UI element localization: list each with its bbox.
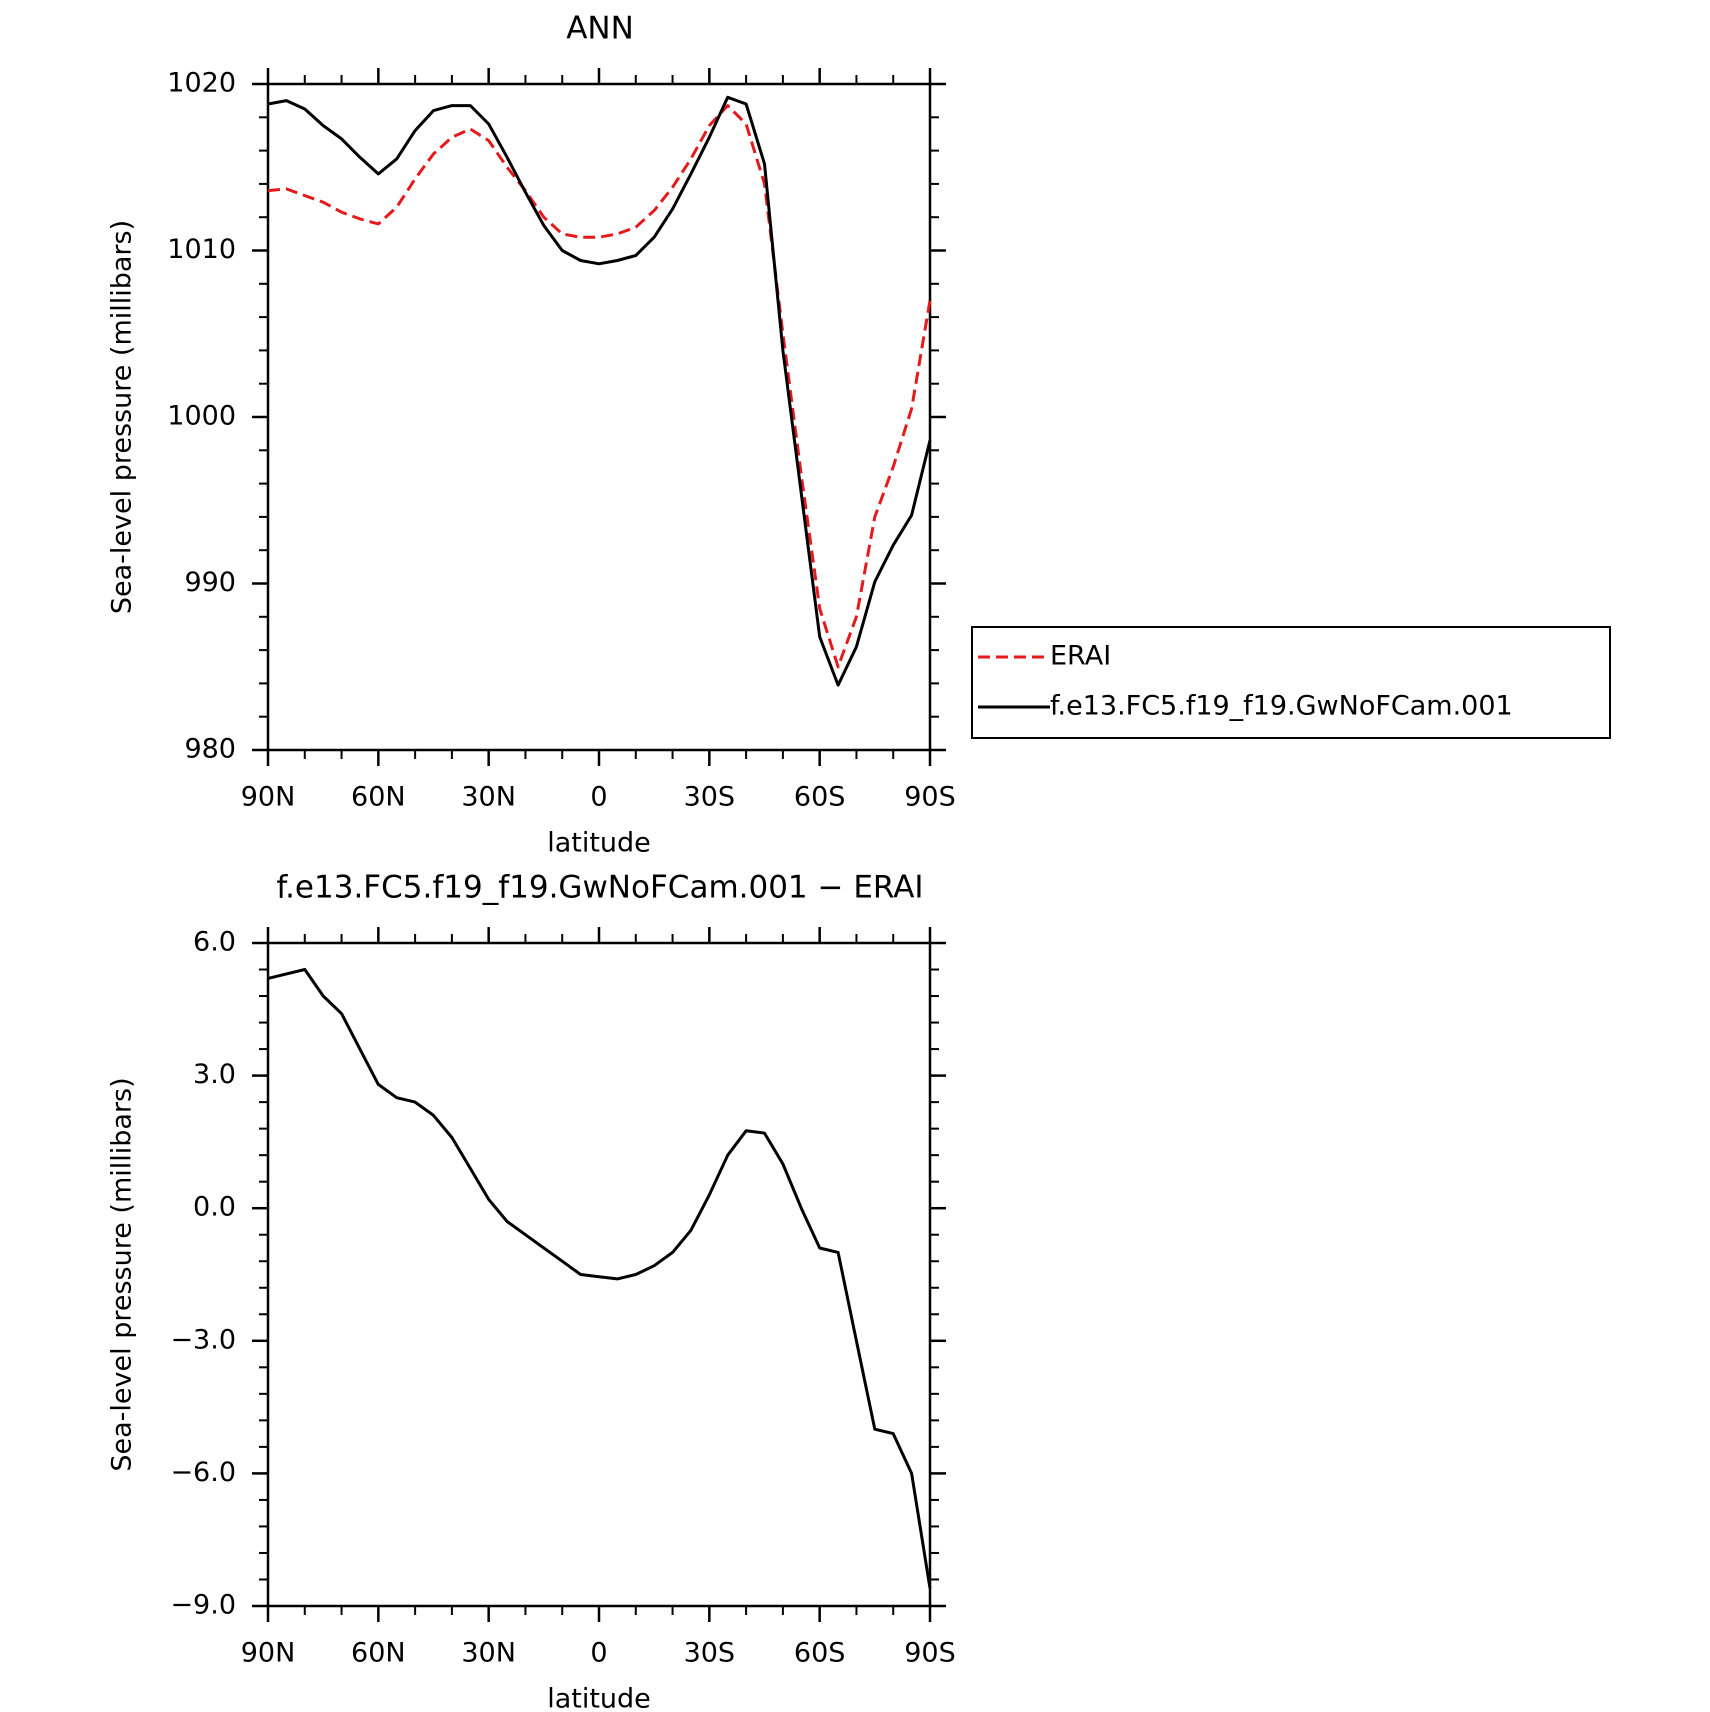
x-tick-label: 30N: [461, 1638, 516, 1669]
x-tick-label: 90N: [241, 782, 296, 813]
legend-box: [971, 626, 1611, 739]
legend-label: ERAI: [1050, 641, 1111, 672]
x-axis-label: latitude: [547, 1684, 651, 1712]
y-tick-label: 990: [184, 567, 236, 598]
x-axis-label: latitude: [547, 828, 651, 859]
x-tick-label: 60N: [351, 1638, 406, 1669]
x-tick-label: 30S: [684, 1638, 736, 1669]
y-tick-label: 1020: [167, 68, 236, 99]
y-tick-label: −3.0: [170, 1324, 236, 1355]
chart-title: ANN: [566, 11, 634, 47]
y-axis-label: Sea-level pressure (millibars): [107, 220, 138, 614]
x-tick-label: 60S: [794, 782, 846, 813]
legend-label: f.e13.FC5.f19_f19.GwNoFCam.001: [1050, 691, 1513, 722]
x-tick-label: 90S: [904, 782, 956, 813]
x-tick-label: 0: [590, 782, 607, 813]
x-tick-label: 30N: [461, 782, 516, 813]
y-axis-label: Sea-level pressure (millibars): [107, 1077, 138, 1471]
y-tick-label: 1010: [167, 234, 236, 265]
y-tick-label: 6.0: [193, 927, 236, 958]
plot-frame: [266, 941, 932, 1608]
x-tick-label: 90S: [904, 1638, 956, 1669]
data-line: [267, 968, 932, 1589]
x-tick-label: 60N: [351, 782, 406, 813]
y-tick-label: 0.0: [193, 1192, 236, 1223]
y-tick-label: 3.0: [193, 1059, 236, 1090]
x-tick-label: 60S: [794, 1638, 846, 1669]
y-tick-label: −9.0: [170, 1590, 236, 1621]
data-line: [267, 104, 932, 669]
y-tick-label: −6.0: [170, 1457, 236, 1488]
x-tick-label: 90N: [241, 1638, 296, 1669]
y-tick-label: 980: [184, 734, 236, 765]
x-tick-label: 0: [590, 1638, 607, 1669]
plot-frame: [266, 82, 932, 752]
y-tick-label: 1000: [167, 401, 236, 432]
chart-title: f.e13.FC5.f19_f19.GwNoFCam.001 − ERAI: [276, 870, 923, 906]
data-line: [267, 95, 932, 687]
x-tick-label: 30S: [684, 782, 736, 813]
